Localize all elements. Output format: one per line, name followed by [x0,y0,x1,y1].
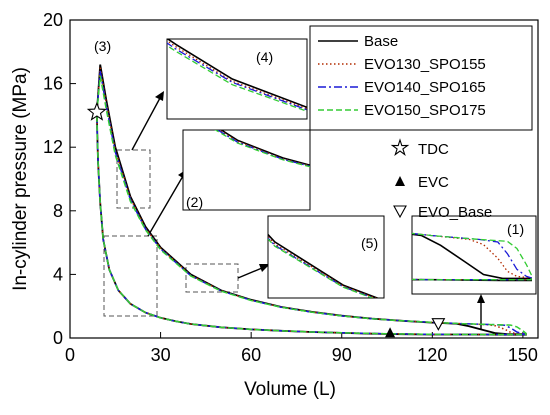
legend-label-tdc: TDC [418,141,449,158]
y-tick-label: 12 [43,137,63,157]
y-tick-label: 4 [53,264,63,284]
legend-tdc-star-icon [390,138,410,156]
arrowhead-1 [477,294,485,303]
marker-evo-base [431,318,446,331]
inset-2 [182,129,311,211]
legend-label-evo140: EVO140_SPO165 [364,79,486,96]
legend-lines: Base EVO130_SPO155 EVO140_SPO165 EVO150_… [309,25,533,131]
plot-frame [69,19,539,339]
inset-1 [411,215,537,295]
x-axis-title: Volume (L) [244,379,336,400]
x-tick-label: 0 [65,345,75,365]
x-tick-label: 120 [417,345,447,365]
y-tick-label: 16 [43,74,63,94]
curve-group [95,64,527,336]
legend-lines-box [309,25,533,131]
y-axis-title: In-cylinder pressure (MPa) [10,67,31,291]
inset-4-frame [166,38,308,120]
y-tick-label: 0 [53,328,63,348]
legend-label-base: Base [364,33,398,50]
marker-evc [385,327,396,338]
legend-label-evo-base: EVO_Base [418,204,492,221]
annotation-2: (2) [186,194,203,210]
y-tick-label: 20 [43,10,63,30]
inset-group [166,38,537,299]
annotation-4: (4) [256,49,273,65]
legend-label-evc: EVC [418,174,449,191]
legend-label-evo150: EVO150_SPO175 [364,102,486,119]
inset-5-frame [267,215,385,299]
zoom-region-3 [116,149,151,209]
annotation-labels: (3) (4) (2) (5) (1) [94,38,524,251]
inset-5 [267,215,385,299]
arrow-to-inset-5 [237,267,263,279]
x-tick-label: 150 [508,345,538,365]
zoom-region-2 [103,235,158,317]
annotation-5: (5) [361,235,378,251]
annotation-3: (3) [94,38,111,54]
arrow-to-inset-4 [131,97,161,151]
annotation-1: (1) [507,221,524,237]
inset-1-line-evo150-spo175 [412,232,532,281]
legend-evc-triangle-icon [395,176,405,186]
series-line-evo150-spo175 [96,75,527,336]
arrow-to-inset-2 [147,175,184,237]
marker-group [86,101,446,338]
axis-ticks: 0 30 60 90 120 150 0 4 8 12 16 20 [43,10,538,365]
legend-markers: TDC EVC EVO_Base [390,138,492,221]
inset-4 [166,38,308,120]
inset-1-line-base [412,233,532,282]
inset-2-line-base [219,130,310,166]
x-tick-label: 30 [151,345,171,365]
inset-1-line-evo140-spo165 [412,232,532,281]
marker-tdc [86,101,107,121]
x-tick-label: 60 [241,345,261,365]
legend-evo-base-triangle-icon [393,205,407,219]
x-tick-label: 90 [332,345,352,365]
legend-label-evo130: EVO130_SPO155 [364,56,486,73]
arrowhead-5 [259,264,270,272]
y-tick-label: 8 [53,201,63,221]
arrowhead-4 [155,91,164,101]
